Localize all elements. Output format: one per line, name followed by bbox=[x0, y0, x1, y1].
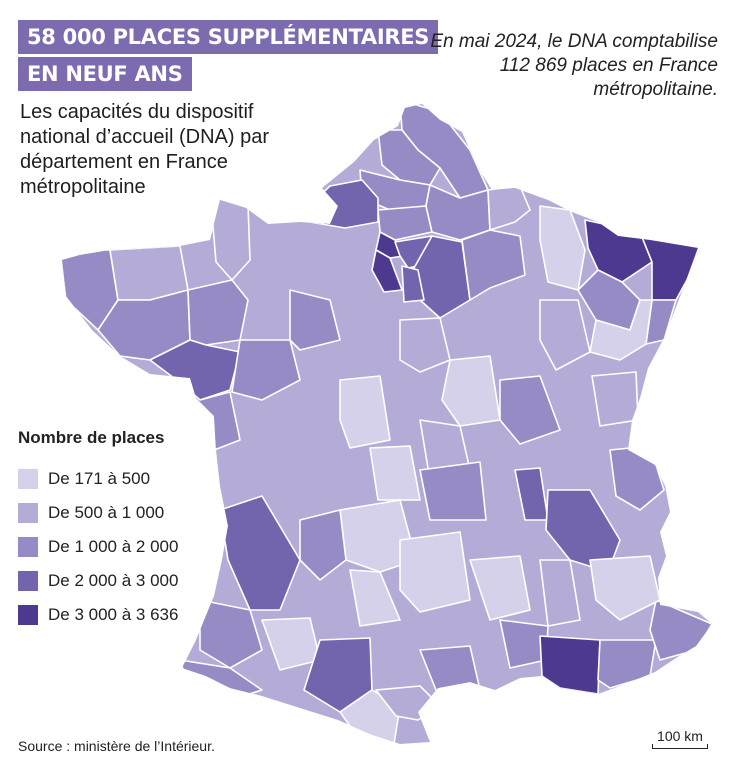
department-yonne bbox=[441, 355, 501, 427]
department-cotes-darmor bbox=[109, 245, 189, 301]
legend-swatch bbox=[18, 503, 38, 523]
legend-swatch bbox=[18, 605, 38, 625]
legend-swatch bbox=[18, 469, 38, 489]
department-loiret bbox=[399, 317, 451, 373]
department-alpes-maritimes bbox=[649, 599, 712, 661]
department-bouches-du-rhone bbox=[539, 635, 601, 695]
department-pas-de-calais bbox=[377, 129, 441, 186]
legend-label: De 171 à 500 bbox=[48, 469, 151, 488]
department-loir-et-cher bbox=[339, 375, 391, 449]
source-note: Source : ministère de l’Intérieur. bbox=[18, 738, 215, 754]
headline-line-1: 58 000 PLACES SUPPLÉMENTAIRES bbox=[18, 20, 439, 54]
department-lozere bbox=[469, 555, 531, 621]
legend-item: De 171 à 500 bbox=[18, 462, 178, 496]
legend-swatch bbox=[18, 571, 38, 591]
department-ille-et-vilaine bbox=[187, 279, 249, 346]
department-var bbox=[597, 639, 657, 689]
legend-swatch bbox=[18, 537, 38, 557]
legend-item: De 2 000 à 3 000 bbox=[18, 564, 178, 598]
department-yvelines bbox=[371, 249, 403, 293]
legend-item: De 500 à 1 000 bbox=[18, 496, 178, 530]
department-alpes-haute-provence bbox=[589, 555, 661, 621]
department-oise bbox=[377, 205, 433, 241]
legend-item: De 3 000 à 3 636 bbox=[18, 598, 178, 632]
department-gironde bbox=[219, 495, 301, 611]
department-maine-et-loire bbox=[231, 339, 301, 401]
department-cote-dor bbox=[499, 375, 561, 445]
department-dordogne bbox=[299, 509, 347, 581]
legend: Nombre de places De 171 à 500 De 500 à 1… bbox=[18, 428, 178, 632]
department-correze bbox=[349, 569, 401, 627]
subtitle: Les capacités du dispositif national d’a… bbox=[20, 101, 270, 198]
department-cher bbox=[369, 445, 421, 501]
department-cantal bbox=[399, 531, 471, 613]
department-ardeche bbox=[539, 559, 581, 627]
department-sarthe bbox=[289, 289, 341, 351]
department-marne bbox=[461, 229, 526, 301]
dna-total-note: En mai 2024, le DNA comptabilise 112 869… bbox=[430, 31, 718, 100]
legend-label: De 2 000 à 3 000 bbox=[48, 571, 179, 590]
headline-line-2: EN NEUF ANS bbox=[18, 57, 192, 91]
department-landes bbox=[199, 599, 263, 669]
legend-label: De 500 à 1 000 bbox=[48, 503, 165, 522]
legend-label: De 1 000 à 2 000 bbox=[48, 537, 179, 556]
department-doubs bbox=[591, 371, 639, 427]
headline: 58 000 PLACES SUPPLÉMENTAIRES EN NEUF AN… bbox=[18, 20, 439, 94]
department-haute-marne bbox=[539, 299, 591, 371]
legend-item: De 1 000 à 2 000 bbox=[18, 530, 178, 564]
scale-label: 100 km bbox=[657, 728, 703, 744]
legend-title: Nombre de places bbox=[18, 428, 165, 447]
legend-items: De 171 à 500 De 500 à 1 000 De 1 000 à 2… bbox=[18, 462, 178, 632]
department-seine-maritime bbox=[304, 179, 379, 229]
department-essonne bbox=[401, 265, 425, 303]
scale-bar: 100 km bbox=[652, 728, 708, 749]
department-vosges bbox=[589, 299, 653, 361]
legend-label: De 3 000 à 3 636 bbox=[48, 605, 179, 624]
department-allier bbox=[419, 461, 487, 521]
scale-bar-line bbox=[652, 744, 708, 749]
